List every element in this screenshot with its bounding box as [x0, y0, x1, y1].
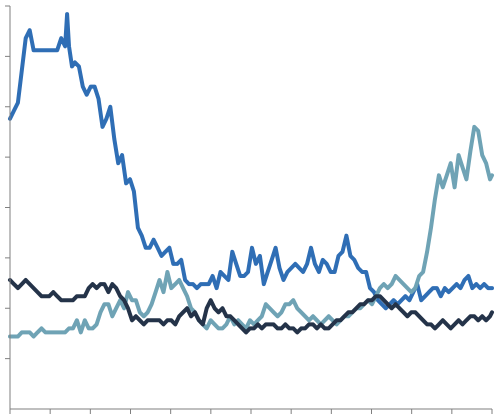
- axes: [5, 5, 493, 414]
- series-line-3: [8, 278, 494, 335]
- series-line-1: [8, 12, 494, 311]
- plot-lines: [8, 12, 494, 339]
- series-line-2: [8, 124, 494, 339]
